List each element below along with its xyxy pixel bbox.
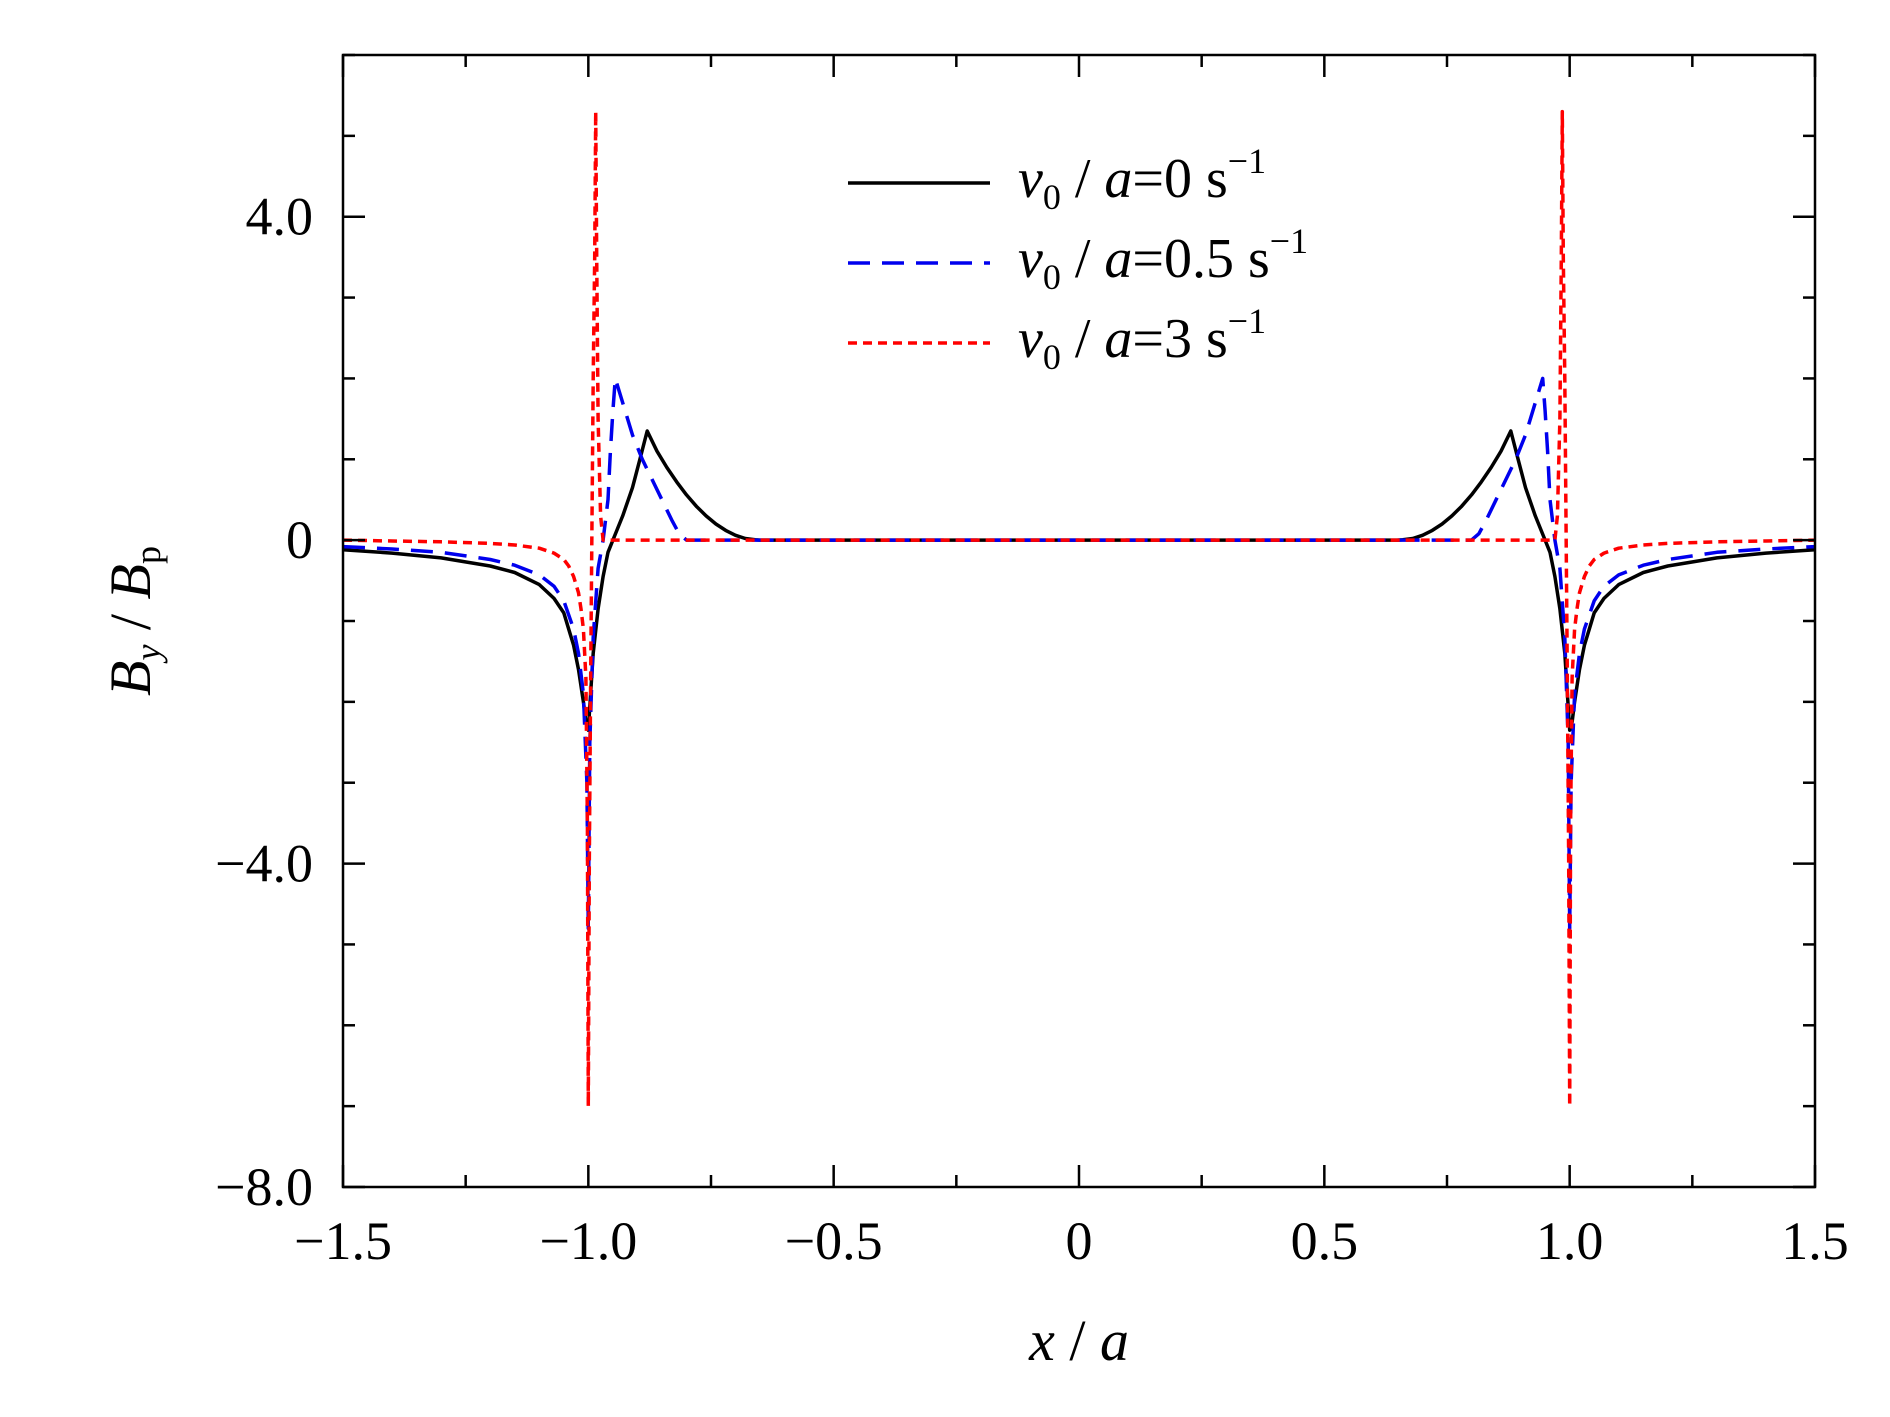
x-tick-label: 1.5 xyxy=(1781,1211,1849,1271)
y-tick-label: 4.0 xyxy=(246,187,314,247)
x-tick-label: −1.0 xyxy=(539,1211,637,1271)
legend-label-2: v0 / a=0.5 s−1 xyxy=(1018,221,1308,297)
x-tick-labels: −1.5 −1.0 −0.5 0 0.5 1.0 1.5 xyxy=(294,1211,1849,1271)
series-line-2 xyxy=(342,376,1816,931)
x-tick-label: 0.5 xyxy=(1291,1211,1359,1271)
y-tick-label: 0 xyxy=(286,510,313,570)
legend: v0 / a=0 s−1v0 / a=0.5 s−1v0 / a=3 s−1 xyxy=(848,141,1308,377)
y-tick-label: −4.0 xyxy=(215,834,313,894)
y-axis-label: By / Bp xyxy=(98,546,168,696)
legend-label-1: v0 / a=0 s−1 xyxy=(1018,141,1266,217)
x-tick-label: −1.5 xyxy=(294,1211,392,1271)
legend-label-3: v0 / a=3 s−1 xyxy=(1018,301,1266,377)
y-tick-label: −8.0 xyxy=(215,1157,313,1217)
y-tick-labels: 4.0 0 −4.0 −8.0 xyxy=(215,187,313,1217)
x-tick-label: 0 xyxy=(1066,1211,1093,1271)
series-line-3 xyxy=(342,109,1816,1108)
x-axis-label: x / a xyxy=(1028,1308,1129,1373)
x-tick-label: 1.0 xyxy=(1536,1211,1604,1271)
series-line-1 xyxy=(342,429,1816,732)
plot-frame xyxy=(341,53,1817,1189)
series-layer xyxy=(342,109,1816,1108)
tick-marks xyxy=(341,53,1817,1189)
x-tick-label: −0.5 xyxy=(785,1211,883,1271)
